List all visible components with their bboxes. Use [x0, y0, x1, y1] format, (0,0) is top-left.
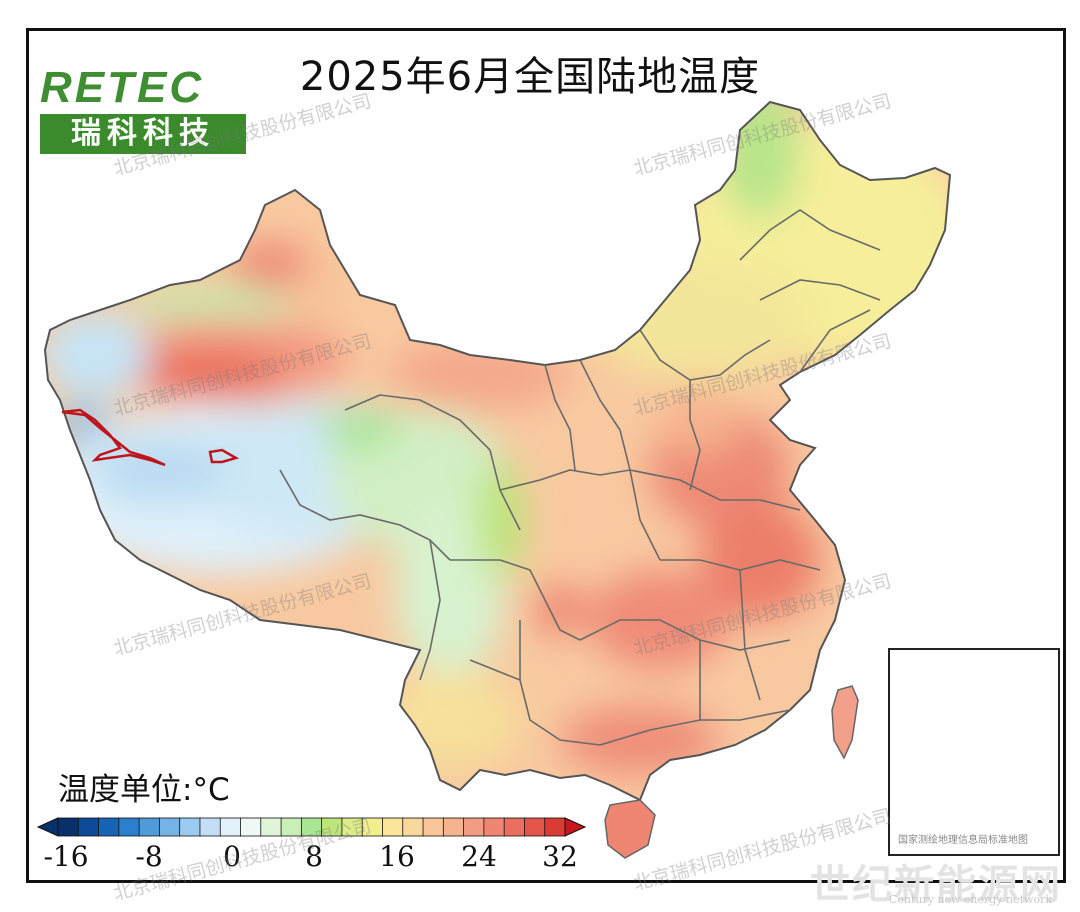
legend-tick-label: 16 — [379, 840, 415, 873]
legend-color-step — [57, 817, 80, 837]
legend-tick-label: 24 — [461, 840, 497, 873]
map-title: 2025年6月全国陆地温度 — [299, 54, 761, 100]
legend-color-step — [179, 817, 201, 837]
legend-color-step — [382, 817, 404, 837]
legend-color-step — [219, 817, 242, 837]
legend-tick-label: -16 — [43, 840, 89, 873]
legend-color-step — [199, 817, 222, 837]
legend-color-step — [463, 817, 485, 837]
province-borders — [279, 209, 881, 746]
legend-tick-label: -8 — [135, 840, 163, 873]
south-china-sea-inset: 国家测绘地理信息局标准地图 — [888, 648, 1060, 856]
legend-under-arrow — [36, 817, 59, 837]
disputed-boundary — [61, 408, 240, 467]
legend-color-step — [544, 817, 566, 837]
legend-color-step — [524, 817, 546, 837]
logo-wordmark: RETEC — [40, 63, 205, 112]
legend-tick-label: 32 — [542, 840, 578, 873]
logo-subtitle: 瑞科科技 — [40, 114, 246, 154]
legend-color-step — [240, 817, 262, 837]
legend-tick-label: 0 — [223, 840, 241, 873]
brand-watermark-subtitle: Century new energy network — [888, 893, 1052, 906]
legend-tick-label: 8 — [305, 840, 323, 873]
legend-color-step — [158, 817, 181, 837]
legend-color-step — [118, 817, 141, 837]
legend-color-step — [402, 817, 424, 837]
legend-colorbar — [36, 817, 587, 837]
legend-color-step — [260, 817, 282, 837]
legend-color-step — [98, 817, 120, 837]
legend-color-step — [422, 817, 445, 837]
legend-unit-label: 温度单位:°C — [58, 772, 230, 808]
inset-caption: 国家测绘地理信息局标准地图 — [898, 835, 1028, 846]
company-logo: RETEC 瑞科科技 — [40, 64, 246, 154]
legend-color-step — [442, 817, 465, 837]
brand-watermark: 世纪新能源网 — [810, 862, 1062, 908]
legend-over-arrow — [564, 817, 587, 837]
legend-color-step — [77, 817, 100, 837]
legend-color-step — [138, 817, 161, 837]
legend-color-step — [503, 817, 526, 837]
legend-color-step — [483, 817, 506, 837]
